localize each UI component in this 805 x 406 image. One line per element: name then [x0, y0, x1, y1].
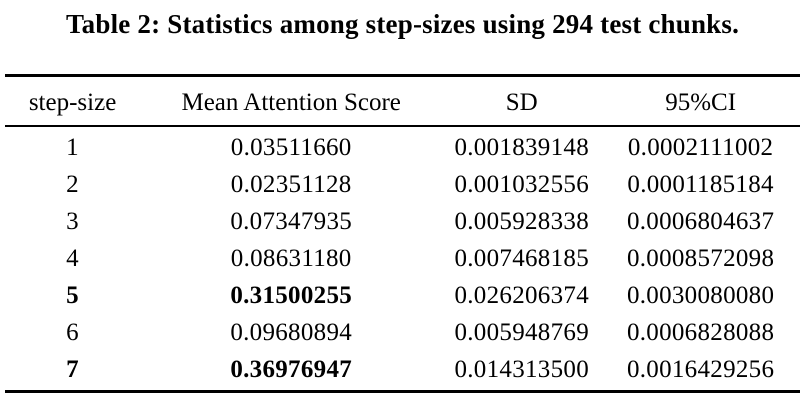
cell-mean-attention-score: 0.02351128 — [230, 171, 352, 198]
table-row: 1 0.03511660 0.001839148 0.0002111002 — [5, 126, 800, 166]
column-header-sd: SD — [442, 75, 602, 127]
cell-mean-attention-score: 0.08631180 — [230, 245, 352, 272]
table-row-emphasized: 7 0.36976947 0.014313500 0.0016429256 — [5, 351, 800, 392]
cell-step-size: 4 — [66, 245, 79, 272]
column-header-95ci: 95%CI — [601, 75, 800, 127]
cell-mean-attention-score: 0.36976947 — [230, 356, 353, 383]
cell-sd: 0.005928338 — [454, 208, 590, 235]
table-row: 2 0.02351128 0.001032556 0.0001185184 — [5, 166, 800, 203]
cell-95ci: 0.0001185184 — [627, 171, 774, 198]
table-row: 3 0.07347935 0.005928338 0.0006804637 — [5, 203, 800, 240]
cell-mean-attention-score: 0.03511660 — [230, 134, 352, 161]
table-row: 4 0.08631180 0.007468185 0.0008572098 — [5, 240, 800, 277]
cell-sd: 0.001839148 — [454, 134, 590, 161]
statistics-table: step-size Mean Attention Score SD 95%CI … — [5, 74, 800, 393]
cell-mean-attention-score: 0.07347935 — [230, 208, 353, 235]
cell-95ci: 0.0016429256 — [626, 356, 775, 383]
column-header-mean-attention-score: Mean Attention Score — [140, 75, 443, 127]
cell-sd: 0.014313500 — [454, 356, 590, 383]
cell-95ci: 0.0030080080 — [626, 282, 775, 309]
cell-95ci: 0.0006828088 — [626, 319, 775, 346]
cell-step-size: 7 — [66, 356, 79, 383]
cell-step-size: 1 — [66, 134, 79, 161]
cell-sd: 0.007468185 — [454, 245, 590, 272]
cell-step-size: 3 — [66, 208, 79, 235]
table-row: 6 0.09680894 0.005948769 0.0006828088 — [5, 314, 800, 351]
cell-step-size: 6 — [66, 319, 79, 346]
table-row-emphasized: 5 0.31500255 0.026206374 0.0030080080 — [5, 277, 800, 314]
cell-step-size: 5 — [66, 282, 79, 309]
table-caption: Table 2: Statistics among step-sizes usi… — [65, 9, 740, 39]
header-row: step-size Mean Attention Score SD 95%CI — [5, 75, 800, 127]
cell-mean-attention-score: 0.31500255 — [230, 282, 353, 309]
cell-95ci: 0.0008572098 — [626, 245, 775, 272]
cell-sd: 0.001032556 — [454, 171, 590, 198]
cell-sd: 0.005948769 — [454, 319, 590, 346]
cell-step-size: 2 — [66, 171, 79, 198]
cell-95ci: 0.0002111002 — [627, 134, 774, 161]
column-header-step-size: step-size — [5, 75, 141, 127]
cell-sd: 0.026206374 — [454, 282, 590, 309]
cell-95ci: 0.0006804637 — [626, 208, 775, 235]
cell-mean-attention-score: 0.09680894 — [230, 319, 353, 346]
